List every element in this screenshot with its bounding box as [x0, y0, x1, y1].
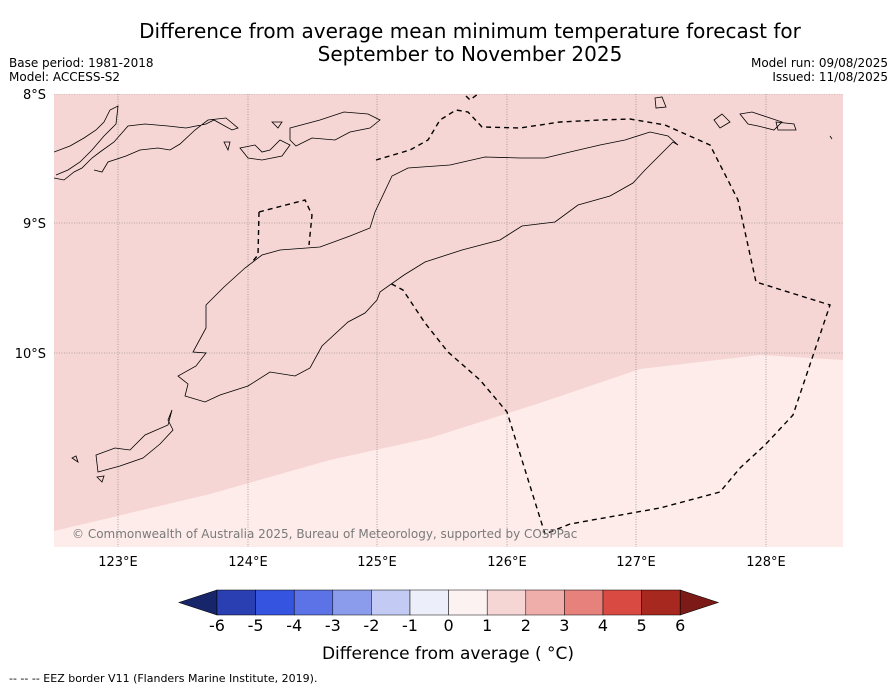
model-name: Model: ACCESS-S2 — [9, 70, 121, 84]
title-line-1: Difference from average mean minimum tem… — [139, 19, 801, 43]
map-area: © Commonwealth of Australia 2025, Bureau… — [54, 94, 843, 547]
colorbar-tick-label: -6 — [209, 616, 225, 635]
colorbar-tick-label: 1 — [482, 616, 492, 635]
lat-labels: 8°S 9°S 10°S — [15, 88, 46, 362]
colorbar-segment — [371, 589, 411, 616]
lat-label: 9°S — [23, 217, 46, 232]
colorbar-segment — [486, 589, 527, 616]
sumba-flores-coast — [54, 105, 239, 181]
colorbar-arrow-right — [679, 589, 720, 616]
colorbar-tick-label: -1 — [402, 616, 418, 635]
colorbar-segment — [448, 589, 488, 616]
meta-right: Model run: 09/08/2025 Issued: 11/08/2025 — [751, 56, 888, 84]
lon-label: 123°E — [98, 555, 138, 570]
colorbar-segment — [525, 589, 565, 616]
colorbar-segment — [409, 589, 449, 616]
colorbar-segment — [564, 589, 604, 616]
issued-date: Issued: 11/08/2025 — [772, 70, 888, 84]
colorbar-segment — [332, 589, 372, 616]
model-run: Model run: 09/08/2025 — [750, 56, 888, 70]
lon-label: 128°E — [746, 555, 786, 570]
timor-island — [177, 131, 679, 403]
graticule — [54, 94, 843, 547]
chart-title: Difference from average mean minimum tem… — [0, 20, 896, 66]
colorbar-tick-label: -2 — [363, 616, 379, 635]
lon-label: 126°E — [487, 555, 527, 570]
copyright: © Commonwealth of Australia 2025, Bureau… — [72, 527, 577, 541]
colorbar-segment — [602, 589, 642, 616]
colorbar-tick-label: 2 — [521, 616, 531, 635]
colorbar-segment — [216, 589, 256, 616]
colorbar-tick-label: 3 — [559, 616, 569, 635]
wetar-island — [713, 111, 797, 131]
colorbar-tick-label: -5 — [248, 616, 264, 635]
lon-labels: 123°E 124°E 125°E 126°E 127°E 128°E — [98, 555, 786, 570]
eez-border — [251, 94, 831, 535]
lon-label: 125°E — [357, 555, 397, 570]
colorbar-segment — [641, 589, 681, 616]
lon-label: 124°E — [228, 555, 268, 570]
colorbar-arrow-left — [178, 589, 218, 616]
colorbar-title: Difference from average ( °C) — [322, 644, 574, 664]
colorbar-tick-label: 6 — [675, 616, 685, 635]
rote-island — [71, 455, 79, 463]
anomaly-region-0-1 — [54, 355, 843, 547]
small-island-1 — [96, 475, 105, 483]
lat-label: 10°S — [15, 347, 46, 362]
base-period: Base period: 1981-2018 — [9, 56, 154, 70]
islands-mid — [223, 121, 291, 161]
colorbar-tick-label: -4 — [286, 616, 302, 635]
colorbar-tick-label: -3 — [325, 616, 341, 635]
colorbar-tick-label: 0 — [444, 616, 454, 635]
lat-label: 8°S — [23, 88, 46, 103]
coastlines — [54, 96, 833, 483]
small-island-3 — [829, 135, 833, 140]
west-timor-tip — [95, 409, 174, 473]
meta-left: Base period: 1981-2018 Model: ACCESS-S2 — [9, 56, 154, 84]
colorbar-tick-label: 4 — [598, 616, 608, 635]
colorbar-segment — [255, 589, 295, 616]
lon-label: 127°E — [616, 555, 656, 570]
alor-island — [289, 111, 381, 147]
title-line-2: September to November 2025 — [317, 42, 623, 66]
colorbar-segment — [293, 589, 334, 616]
small-island-2 — [654, 96, 667, 109]
legend-footer: -- -- -- EEZ border V11 (Flanders Marine… — [9, 672, 318, 685]
colorbar: -6 -5 -4 -3 -2 -1 0 1 2 3 4 5 6 — [178, 589, 720, 635]
colorbar-tick-label: 5 — [637, 616, 647, 635]
